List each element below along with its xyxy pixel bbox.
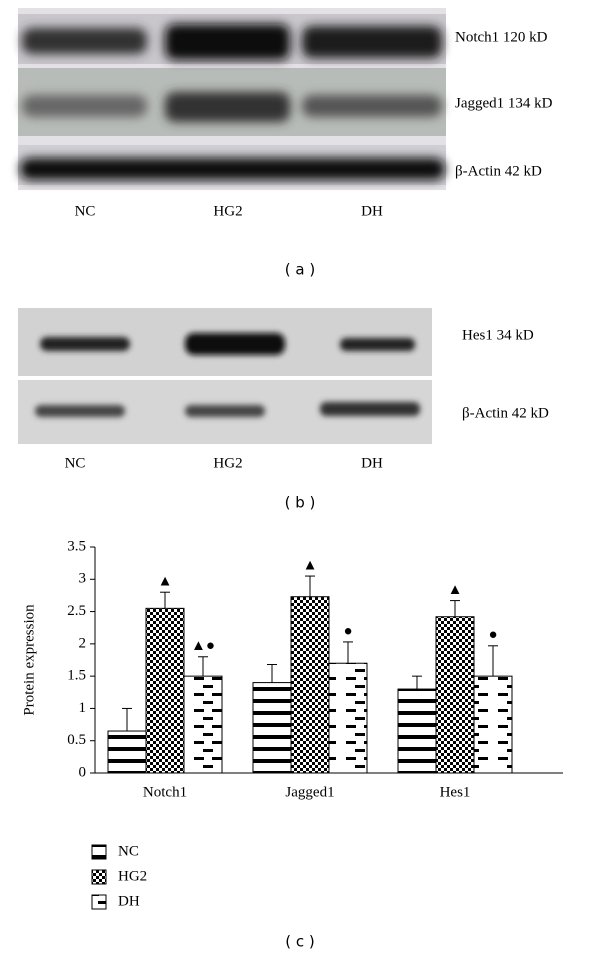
blot-a [18, 8, 446, 190]
band-label: Hes1 34 kD [462, 327, 534, 343]
legend-swatch [91, 894, 107, 910]
legend-swatch [91, 844, 107, 860]
y-tick-label: 0.5 [67, 732, 86, 748]
lane-label: DH [361, 203, 383, 219]
bar [435, 616, 475, 774]
bar [183, 675, 223, 774]
band-label: β-Actin 42 kD [462, 405, 549, 421]
legend-label: DH [118, 893, 140, 909]
bar [145, 607, 185, 774]
lane-label: HG2 [213, 455, 242, 471]
lane-label: HG2 [213, 203, 242, 219]
x-tick-label: Hes1 [440, 784, 471, 800]
lane-label: NC [65, 455, 86, 471]
legend-swatch [91, 869, 107, 885]
lane-label: NC [75, 203, 96, 219]
significance-marker: ● [343, 623, 352, 639]
bar [473, 675, 513, 774]
bar [107, 730, 147, 774]
y-tick-label: 0 [79, 764, 87, 780]
y-tick-label: 1 [79, 700, 87, 716]
y-tick-label: 2.5 [67, 603, 86, 619]
bar [252, 682, 292, 774]
bar [290, 596, 330, 774]
significance-marker: ● [488, 627, 497, 643]
y-tick-label: 1.5 [67, 668, 86, 684]
band-label: β-Actin 42 kD [455, 163, 542, 179]
x-tick-label: Notch1 [143, 784, 187, 800]
significance-marker: ▲ [158, 574, 173, 590]
y-tick-label: 3.5 [67, 538, 86, 554]
y-tick-label: 2 [79, 635, 87, 651]
panel-label: ( a ) [285, 261, 315, 279]
x-tick-label: Jagged1 [285, 784, 334, 800]
significance-marker: ▲● [191, 638, 215, 654]
y-tick-label: 3 [79, 571, 87, 587]
panel-label: ( c ) [285, 933, 315, 951]
panel-label: ( b ) [285, 494, 316, 512]
blot-b [18, 308, 432, 444]
significance-marker: ▲ [303, 557, 318, 573]
lane-label: DH [361, 455, 383, 471]
legend-label: NC [118, 843, 139, 859]
y-axis-label: Protein expression [21, 604, 37, 716]
significance-marker: ▲ [448, 582, 463, 598]
bar [397, 688, 437, 774]
bar-chart: 00.511.522.533.5Notch1▲▲●Jagged1▲●Hes1▲●… [67, 538, 563, 910]
legend-label: HG2 [118, 868, 147, 884]
band-label: Jagged1 134 kD [455, 95, 553, 111]
band-label: Notch1 120 kD [455, 29, 548, 45]
bar [328, 662, 368, 774]
